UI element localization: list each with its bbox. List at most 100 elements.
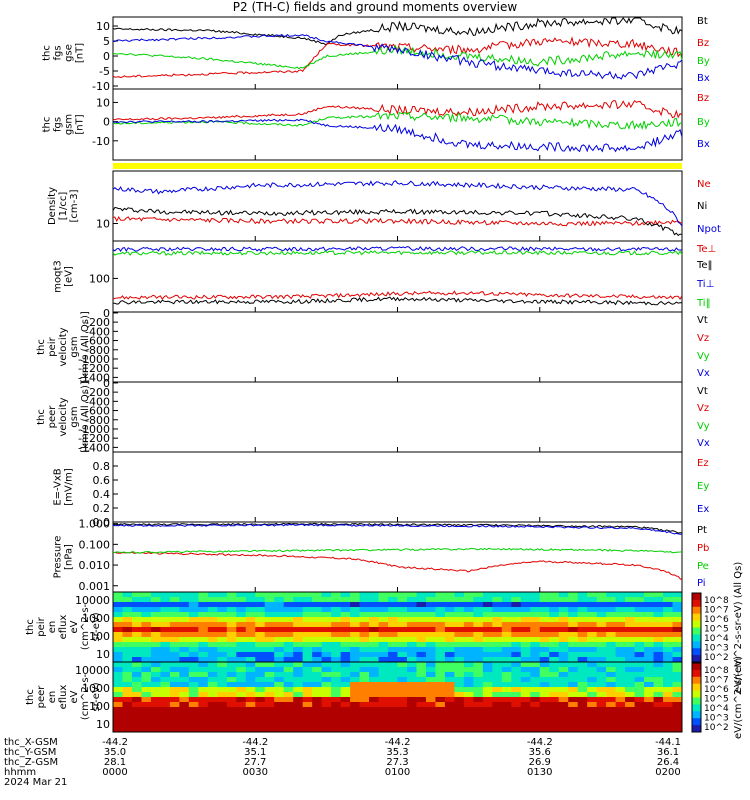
peirflux-cell (653, 647, 664, 653)
peirflux-cell (549, 607, 560, 613)
peirflux-cell (615, 592, 626, 598)
peerflux-cell (606, 682, 617, 688)
peirflux-cell (463, 607, 474, 613)
peirflux-cell (188, 637, 199, 643)
peirflux-cell (425, 627, 436, 633)
peirflux-cell (435, 637, 446, 643)
peirflux-cell (378, 617, 389, 623)
peirv-legend-3: Vx (697, 368, 710, 379)
peerflux-cell (663, 717, 674, 723)
peerflux-cell (340, 687, 351, 693)
peerflux-cell (435, 677, 446, 683)
peirflux-cell (302, 657, 313, 663)
peerflux-cell (539, 687, 550, 693)
peerflux-cell (549, 722, 560, 728)
peerflux-cell (596, 702, 607, 708)
peerflux-cell (359, 667, 370, 673)
peirflux-cell (150, 637, 161, 643)
peerflux-ylabel-line: eV (69, 690, 80, 703)
peerflux-cell (672, 692, 683, 698)
peerflux-cell (596, 682, 607, 688)
peerflux-cell (169, 712, 180, 718)
peirflux-cell (539, 627, 550, 633)
peirflux-cell (198, 607, 209, 613)
peirflux-cell (150, 642, 161, 648)
peerflux-cell (672, 672, 683, 678)
peirflux-cell (416, 647, 427, 653)
peirflux-cell (530, 622, 541, 628)
peirflux-cell (312, 607, 323, 613)
peirflux-cell (653, 597, 664, 603)
peirflux-cell (141, 627, 152, 633)
peerflux-cell (388, 687, 398, 693)
peirflux-cell (179, 622, 190, 628)
density-legend-1: Ni (697, 201, 707, 212)
peerflux-cell (388, 717, 398, 723)
peirflux-cell (577, 647, 588, 653)
peirflux-cell (596, 642, 607, 648)
peirflux-cell (549, 652, 560, 658)
peirflux-cell (587, 592, 598, 598)
peirflux-cell (369, 647, 380, 653)
peerflux-cell (511, 662, 522, 668)
peerflux-cell (596, 707, 607, 713)
peerflux-cell (539, 672, 550, 678)
peerflux-cell (274, 707, 285, 713)
peerflux-cell (577, 717, 588, 723)
peirflux-cell (558, 637, 569, 643)
peirflux-cell (615, 602, 626, 608)
peerflux-cell (587, 672, 598, 678)
peerflux-cell (492, 687, 503, 693)
xaxis-value: 35.6 (529, 747, 551, 758)
peirflux-cell (122, 627, 133, 633)
peerflux-cell (501, 667, 512, 673)
peirflux-cell (397, 627, 408, 633)
peerv-ylabel-line: thc (36, 409, 47, 425)
peerflux-cell (520, 687, 531, 693)
peerflux-cell (501, 662, 512, 668)
peirflux-cell (549, 592, 560, 598)
peirflux-cell (539, 622, 550, 628)
peirflux-cell (587, 617, 598, 623)
gsm-series-0 (112, 99, 683, 121)
peerflux-cell (663, 682, 674, 688)
peerflux-cell (283, 727, 294, 733)
peirflux-cell (122, 622, 133, 628)
gsm-ylabel-line: [nT] (75, 114, 86, 134)
peirflux-cell (264, 627, 275, 633)
peirflux-cell (188, 657, 199, 663)
peirflux-cell (113, 612, 123, 618)
peerflux-cell (179, 727, 190, 733)
peerflux-cell (473, 702, 484, 708)
peerflux-cell (198, 667, 209, 673)
peerflux-cell (454, 687, 465, 693)
peirflux-cell (397, 632, 408, 638)
peerflux-cell (283, 697, 294, 703)
peirflux-cell (644, 632, 655, 638)
peirflux-cell (264, 652, 275, 658)
peirflux-cell (644, 652, 655, 658)
peerflux-cell (520, 697, 531, 703)
peerflux-ylabel-line: sr-eV) (91, 682, 102, 711)
peirflux-cell (653, 607, 664, 613)
peirflux-cell (274, 612, 285, 618)
peerflux-cell (312, 687, 323, 693)
peerflux-cell (492, 702, 503, 708)
temp-series-3 (112, 249, 683, 256)
peirflux-cell (302, 602, 313, 608)
peirflux-cell (615, 607, 626, 613)
xaxis-value: 0130 (527, 767, 552, 778)
peirflux-cell (331, 617, 342, 623)
peirflux-ylabel-line: eV (69, 620, 80, 633)
peerflux-cell (634, 717, 645, 723)
peerflux-cell (264, 717, 275, 723)
colorbar-ions-swatch (692, 613, 701, 622)
peirflux-cell (113, 622, 123, 628)
peerflux-cell (615, 672, 626, 678)
pressure-ytick-label: 0.100 (79, 538, 111, 551)
colorbar-electrons-tick: 10^5 (704, 695, 729, 705)
peirflux-cell (492, 602, 503, 608)
peirflux-cell (122, 607, 133, 613)
colorbar-electrons-tick: 10^7 (704, 676, 729, 686)
peerflux-cell (321, 682, 332, 688)
